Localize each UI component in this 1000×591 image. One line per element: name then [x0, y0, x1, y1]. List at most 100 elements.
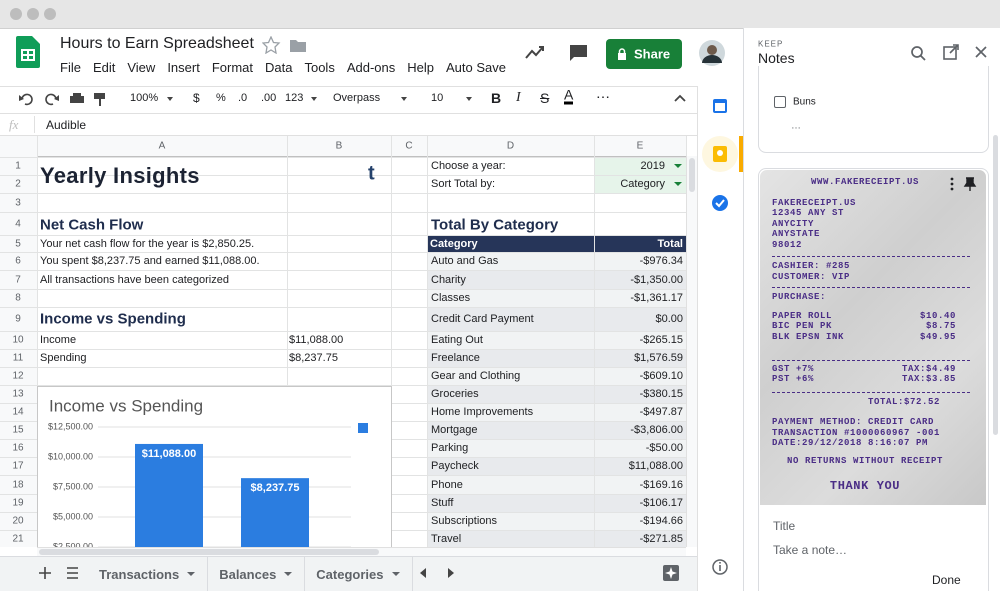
menu-item[interactable]: Add-ons: [346, 60, 396, 75]
note-card[interactable]: [758, 66, 989, 153]
sort-select[interactable]: Category: [620, 178, 665, 190]
horizontal-scrollbar[interactable]: [37, 547, 686, 557]
row-header: 21: [12, 533, 24, 545]
avatar[interactable]: [698, 39, 726, 67]
share-label[interactable]: Share: [634, 46, 671, 62]
checklist-item[interactable]: Buns: [793, 96, 816, 108]
tab-menu-arrow[interactable]: [391, 572, 400, 576]
menu-item[interactable]: File: [60, 60, 81, 75]
scroll-thumb[interactable]: [689, 158, 695, 192]
increase-decimal[interactable]: .00: [261, 92, 277, 104]
receipt-line: FAKERECEIPT.US: [772, 198, 857, 208]
receipt-amount: TAX:$3.85: [901, 374, 956, 384]
toolbar: [0, 86, 697, 114]
receipt-note-card[interactable]: [758, 168, 989, 591]
zoom-select[interactable]: 100%: [130, 92, 159, 104]
receipt-amount: $8.75: [925, 321, 956, 331]
checkbox[interactable]: [774, 96, 786, 108]
side-panel-icons[interactable]: [697, 86, 744, 591]
menu-item[interactable]: Insert: [167, 60, 200, 75]
menu-item[interactable]: Tools: [304, 60, 335, 75]
sheet-controls[interactable]: [36, 564, 80, 582]
receipt-line: GST +7%: [772, 364, 815, 374]
receipt-line: PAYMENT METHOD: CREDIT CARD: [772, 417, 935, 427]
row-header: 12: [12, 370, 24, 382]
document-title[interactable]: Hours to Earn Spreadsheet: [60, 35, 254, 52]
sheet-tab[interactable]: Balances: [208, 557, 306, 591]
keep-scrollbar[interactable]: [993, 135, 998, 435]
menu-item[interactable]: Help: [407, 60, 434, 75]
keep-title: Notes: [758, 50, 795, 66]
vertical-scrollbar[interactable]: [686, 156, 698, 547]
category-name: Charity: [431, 273, 466, 286]
collapse-button[interactable]: [673, 92, 687, 104]
category-total: -$497.87: [639, 406, 683, 418]
menu-item[interactable]: Edit: [92, 60, 116, 75]
row-divider: [0, 307, 686, 308]
sheet-tab[interactable]: Transactions: [88, 557, 209, 591]
category-name: Parking: [431, 442, 469, 454]
dropdown-arrow[interactable]: [674, 164, 682, 168]
logo: t: [368, 162, 375, 185]
sheet-tab[interactable]: Categories: [305, 557, 413, 591]
menu-item[interactable]: Format: [211, 60, 253, 75]
decrease-decimal[interactable]: .0: [238, 92, 248, 104]
row-divider: [0, 349, 686, 350]
row-divider: [0, 157, 686, 158]
note-body-input[interactable]: Take a note…: [773, 543, 848, 557]
number-format[interactable]: 123: [285, 92, 304, 104]
cell-text: All transactions have been categorized: [40, 273, 229, 286]
font-select[interactable]: Overpass: [333, 92, 381, 104]
font-size-select[interactable]: 10: [431, 92, 444, 104]
bar: [135, 443, 203, 547]
fx-label: fx: [9, 117, 19, 132]
strikethrough-button[interactable]: S: [540, 90, 550, 106]
column-header: A: [158, 140, 166, 152]
table-row-background: [427, 403, 686, 421]
menu-item[interactable]: View: [127, 60, 156, 75]
keep-header-icons[interactable]: [908, 44, 992, 64]
receipt-actions[interactable]: [946, 176, 978, 192]
category-total: -$380.15: [639, 388, 683, 400]
menu-item[interactable]: Auto Save: [446, 60, 506, 75]
header-icons[interactable]: [524, 42, 594, 64]
percent-button[interactable]: %: [216, 92, 226, 104]
dropdown-arrow[interactable]: [674, 182, 682, 186]
legend-swatch: [358, 423, 368, 433]
toolbar-icons[interactable]: [18, 90, 113, 108]
y-tick-label: $5,000.00: [53, 511, 93, 521]
column-header: B: [335, 140, 343, 152]
year-select[interactable]: 2019: [640, 160, 665, 172]
tab-menu-arrow[interactable]: [187, 572, 196, 576]
receipt-line: 12345 ANY ST: [772, 208, 845, 218]
tab-menu-arrow[interactable]: [284, 572, 293, 576]
category-total: $1,576.59: [634, 352, 683, 364]
row-header: 20: [12, 515, 24, 527]
text-color-button[interactable]: A: [564, 86, 574, 105]
sheets-icon[interactable]: [16, 36, 40, 68]
y-tick-label: $12,500.00: [48, 421, 93, 431]
explore-button[interactable]: [662, 564, 680, 582]
cell-text: Income: [40, 334, 77, 346]
share-button[interactable]: Share: [606, 39, 682, 69]
category-total: -$976.34: [639, 255, 683, 267]
note-title-input[interactable]: Title: [773, 519, 796, 533]
currency-button[interactable]: $: [193, 91, 200, 105]
sheet-tab-label[interactable]: Transactions: [99, 566, 180, 582]
table-row-background: [427, 252, 686, 270]
category-name: Groceries: [431, 388, 479, 400]
menu-item[interactable]: Data: [265, 60, 293, 75]
sheet-tab-label[interactable]: Balances: [219, 566, 277, 582]
done-button[interactable]: Done: [932, 573, 961, 587]
more-items[interactable]: …: [791, 120, 801, 132]
bar-value-label: $11,088.00: [142, 448, 196, 460]
more-button[interactable]: ⋯: [596, 88, 610, 105]
italic-button[interactable]: I: [516, 90, 521, 105]
sheet-tab-label[interactable]: Categories: [316, 566, 384, 582]
tab-scroll[interactable]: [416, 565, 460, 581]
scroll-thumb[interactable]: [39, 549, 379, 555]
title-icons[interactable]: [262, 36, 306, 54]
formula-content[interactable]: Audible: [46, 118, 87, 132]
column-divider: [594, 136, 595, 547]
bold-button[interactable]: B: [491, 90, 502, 106]
